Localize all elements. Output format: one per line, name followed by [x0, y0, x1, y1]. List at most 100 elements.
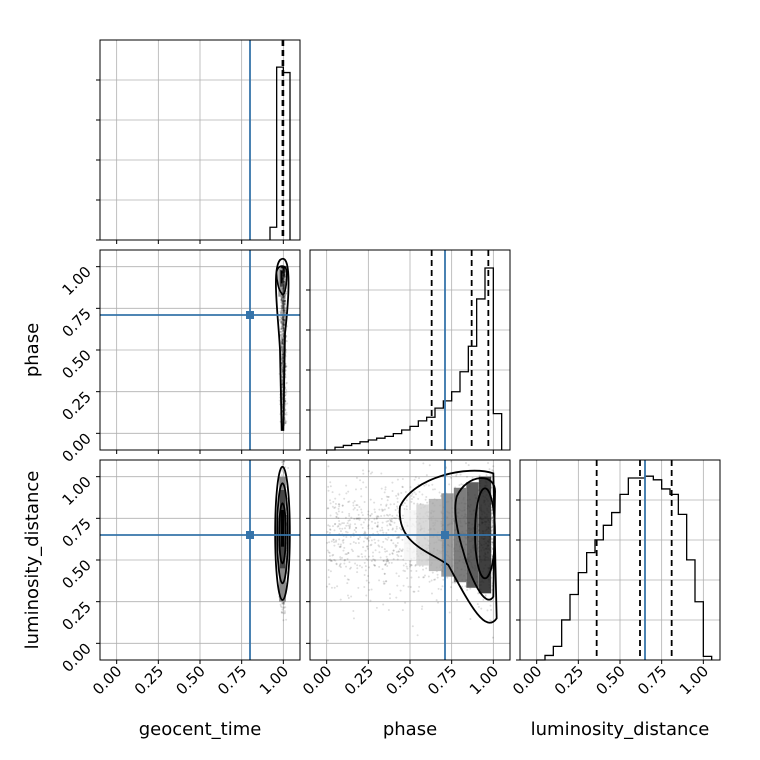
sample-point [412, 496, 415, 499]
sample-point [353, 506, 356, 509]
sample-point [280, 352, 283, 355]
sample-point [337, 503, 340, 506]
sample-point [284, 300, 287, 303]
sample-point [281, 365, 284, 368]
sample-point [347, 551, 350, 554]
sample-point [375, 515, 378, 518]
sample-point [282, 287, 285, 290]
sample-point [421, 605, 424, 608]
sample-point [280, 334, 283, 337]
sample-point [362, 546, 365, 549]
sample-point [352, 504, 355, 507]
sample-point [389, 503, 392, 506]
sample-point [367, 574, 370, 577]
x-tick-label-4: 1.00 [676, 662, 712, 698]
sample-point [360, 566, 363, 569]
sample-point [283, 285, 286, 288]
sample-point [282, 273, 285, 276]
sample-point [385, 495, 388, 498]
sample-point [380, 508, 383, 511]
sample-point [437, 601, 440, 604]
sample-point [282, 287, 285, 290]
sample-point [383, 582, 386, 585]
sample-point [283, 603, 286, 606]
sample-point [280, 304, 283, 307]
sample-point [386, 495, 389, 498]
sample-point [353, 455, 355, 457]
sample-point [344, 527, 347, 530]
sample-point [373, 564, 376, 567]
sample-point [281, 373, 284, 376]
sample-point [388, 561, 391, 564]
sample-point [283, 319, 286, 322]
sample-point [406, 577, 409, 580]
sample-point [282, 327, 285, 330]
sample-point [397, 492, 400, 495]
sample-point [282, 323, 285, 326]
sample-point [282, 318, 285, 321]
sample-point [280, 346, 283, 349]
sample-point [433, 578, 436, 581]
sample-point [285, 382, 288, 385]
sample-point [281, 362, 284, 365]
sample-point [282, 283, 285, 286]
sample-point [283, 302, 286, 305]
sample-point [327, 559, 330, 562]
sample-point [396, 553, 399, 556]
sample-point [333, 544, 336, 547]
sample-point [422, 462, 425, 465]
sample-point [394, 517, 397, 520]
sample-point [358, 518, 361, 521]
density-panel-geocent_time-phase: 0.00 0.25 0.50 0.75 1.00 [58, 249, 301, 466]
sample-point [489, 619, 492, 622]
y-tick-label-4: 1.00 [58, 473, 94, 509]
sample-point [395, 494, 398, 497]
sample-point [374, 522, 377, 525]
sample-point [400, 555, 403, 558]
sample-point [489, 600, 492, 603]
sample-point [279, 330, 282, 333]
sample-point [337, 543, 340, 546]
sample-point [442, 578, 445, 581]
sample-point [282, 309, 285, 312]
sample-point [281, 316, 284, 319]
sample-point [356, 508, 359, 511]
sample-point [449, 476, 452, 479]
sample-point [282, 277, 285, 280]
sample-point [281, 320, 284, 323]
sample-point [281, 336, 284, 339]
sample-point [349, 523, 352, 526]
sample-point [282, 305, 285, 308]
sample-point [360, 495, 363, 498]
sample-point [283, 315, 286, 318]
sample-point [283, 309, 286, 312]
sample-point [284, 397, 287, 400]
sample-point [281, 368, 284, 371]
sample-point [281, 339, 284, 342]
sample-point [282, 308, 285, 311]
sample-point [467, 464, 470, 467]
sample-point [418, 477, 421, 480]
sample-point [380, 487, 383, 490]
sample-point [282, 328, 285, 331]
sample-point [282, 332, 285, 335]
sample-point [414, 563, 417, 566]
sample-point [331, 554, 334, 557]
sample-point [368, 555, 371, 558]
sample-point [283, 268, 286, 271]
sample-point [437, 587, 440, 590]
sample-point [282, 274, 285, 277]
sample-point [484, 594, 487, 597]
sample-point [385, 504, 388, 507]
sample-point [280, 304, 283, 307]
density-cell-2 [280, 270, 283, 284]
sample-point [405, 565, 408, 568]
sample-point [415, 570, 418, 573]
sample-point [282, 280, 285, 283]
sample-point [281, 299, 284, 302]
sample-point [281, 319, 284, 322]
density-body [326, 455, 498, 642]
sample-point [280, 307, 283, 310]
sample-point [409, 486, 412, 489]
sample-point [387, 528, 390, 531]
